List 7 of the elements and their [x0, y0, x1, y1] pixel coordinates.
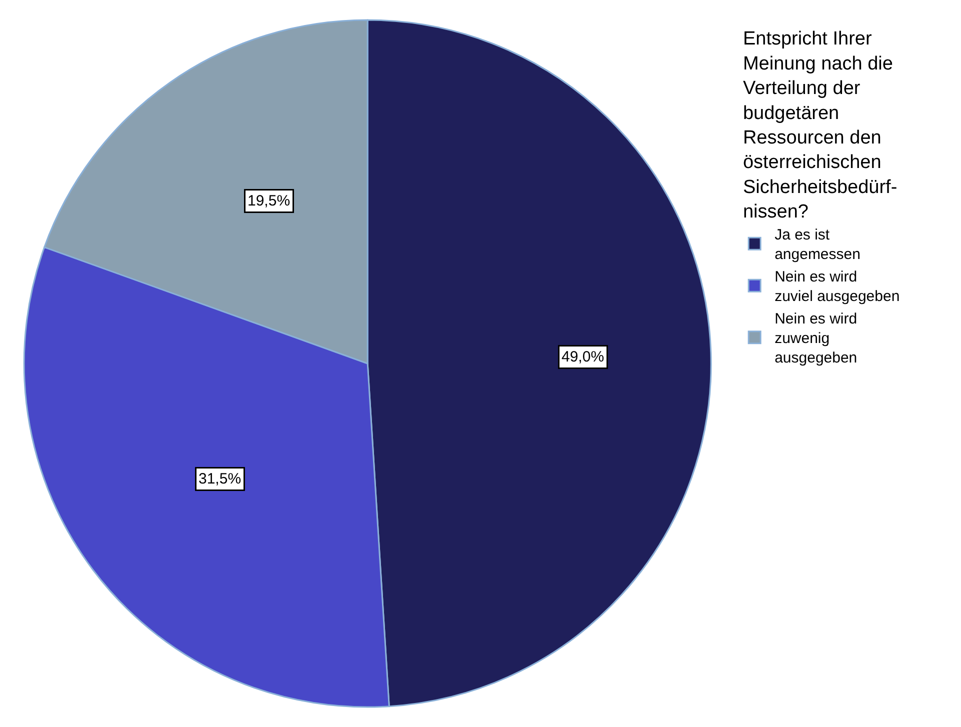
data-label: 19,5% — [248, 192, 290, 210]
legend-title: Entspricht Ihrer Meinung nach die Verteilung der budgetären Ressourcen den österreichischen Sicherheitsbedürf- nissen? — [742, 28, 898, 223]
data-label: 31,5% — [198, 470, 242, 488]
legend-label: Nein es wird zuwenig ausgegeben — [774, 310, 858, 367]
legend-label: Ja es ist angemessen — [774, 226, 860, 264]
legend-label: Nein es wird zuviel ausgegeben — [774, 268, 900, 306]
data-label: 49,0% — [562, 348, 604, 366]
